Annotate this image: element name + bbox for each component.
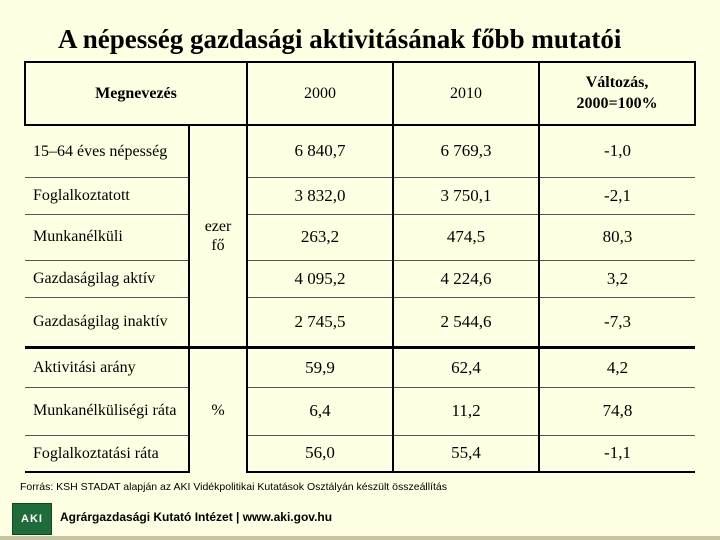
aki-logo: AKI <box>12 503 52 535</box>
cell-2000: 263,2 <box>246 213 395 260</box>
footer-text: Agrárgazdasági Kutató Intézet | www.aki.… <box>60 510 333 524</box>
cell-change: -1,0 <box>604 141 631 161</box>
header-2000: 2000 <box>247 61 395 126</box>
cell-2010: 3 750,1 <box>393 176 541 214</box>
table-row: Munkanélküli 263,2 474,5 80,3 <box>25 213 696 260</box>
header-2010: 2010 <box>393 61 541 126</box>
table-row: Munkanélküliségi ráta 6,4 11,2 74,8 <box>25 386 696 435</box>
cell-2000: 6,4 <box>246 386 395 435</box>
cell-2010: 6 769,3 <box>393 125 541 177</box>
cell-2010: 55,4 <box>393 434 541 473</box>
cell-2000: 2 745,5 <box>246 296 395 349</box>
cell-2010: 2 544,6 <box>393 296 541 349</box>
row-label: 15–64 éves népesség <box>33 142 168 160</box>
header-name: Megnevezés <box>23 61 249 126</box>
cell-change: 80,3 <box>539 213 696 260</box>
activity-table: Megnevezés 2000 2010 Változás, 2000=100%… <box>23 61 697 473</box>
row-label: Munkanélküli <box>25 213 189 260</box>
cell-change: 74,8 <box>539 386 696 435</box>
row-label: Aktivitási arány <box>33 358 136 376</box>
table-row: Gazdaságilag inaktív 2 745,5 2 544,6 -7,… <box>25 296 696 349</box>
cell-2000: 3 832,0 <box>246 176 395 214</box>
row-label: Foglalkoztatási ráta <box>25 434 189 473</box>
unit-thousand: ezer fő <box>187 125 248 349</box>
source-note: Forrás: KSH STADAT alapján az AKI Vidékp… <box>20 481 447 493</box>
table-row: 15–64 éves népesség ezer fő 6 840,7 6 76… <box>25 125 695 349</box>
cell-2010: 62,4 <box>393 347 541 387</box>
table-row: Foglalkoztatott 3 832,0 3 750,1 -2,1 <box>25 176 696 214</box>
unit-percent: % <box>187 347 248 472</box>
cell-2000: 6 840,7 <box>246 125 395 177</box>
footer-divider <box>0 536 720 540</box>
cell-2010: 4 224,6 <box>393 259 541 297</box>
page-title: A népesség gazdasági aktivitásának főbb … <box>58 24 622 54</box>
cell-change: 3,2 <box>539 259 696 297</box>
cell-change: -1,1 <box>539 434 696 473</box>
cell-2010: 474,5 <box>393 213 541 260</box>
cell-change: 4,2 <box>606 357 629 377</box>
footer <box>0 497 720 540</box>
cell-2000: 4 095,2 <box>246 259 395 297</box>
table-row: Foglalkoztatási ráta 56,0 55,4 -1,1 <box>25 434 696 473</box>
table-row: Gazdaságilag aktív 4 095,2 4 224,6 3,2 <box>25 259 696 297</box>
table-row: Aktivitási arány % 59,9 62,4 4,2 <box>25 347 695 472</box>
row-label: Gazdaságilag aktív <box>25 259 189 297</box>
cell-2000: 59,9 <box>246 347 395 387</box>
table-header-row: Megnevezés 2000 2010 Változás, 2000=100% <box>23 61 697 126</box>
cell-2000: 56,0 <box>246 434 395 473</box>
row-label: Gazdaságilag inaktív <box>25 296 189 349</box>
header-change: Változás, 2000=100% <box>539 61 697 126</box>
cell-change: -7,3 <box>539 296 696 349</box>
row-label: Munkanélküliségi ráta <box>25 386 189 435</box>
row-label: Foglalkoztatott <box>25 176 189 214</box>
cell-change: -2,1 <box>539 176 696 214</box>
cell-2010: 11,2 <box>393 386 541 435</box>
